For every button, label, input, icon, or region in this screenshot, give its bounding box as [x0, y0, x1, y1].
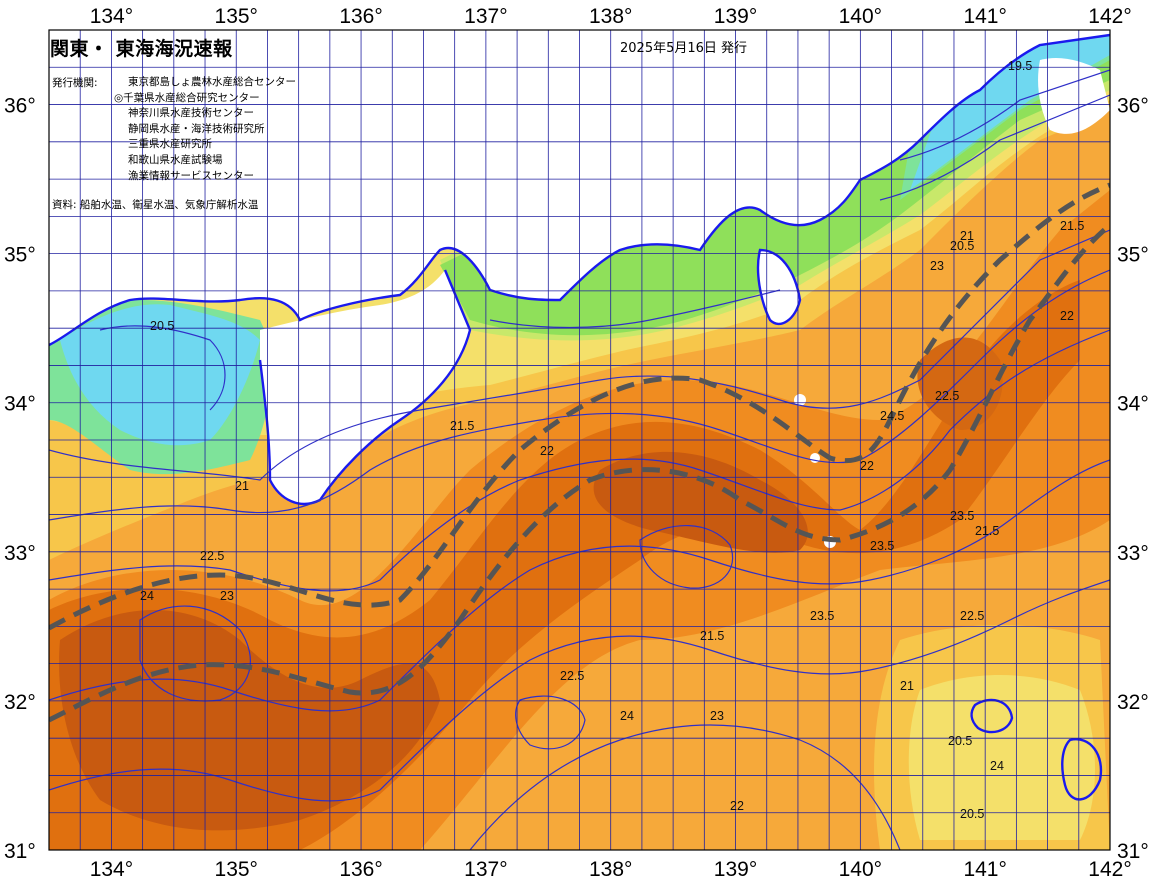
longitude-label: 139°: [714, 5, 757, 28]
isotherm-value-label: 23.5: [950, 509, 974, 523]
isotherm-value-label: 20.5: [150, 319, 174, 333]
longitude-label: 137°: [464, 858, 507, 881]
isotherm-value-label: 20.5: [960, 807, 984, 821]
coastline-izu: [756, 248, 802, 326]
latitude-label: 32°: [1117, 691, 1149, 714]
isotherm-value-label: 19.5: [1008, 59, 1032, 73]
land-boso: [1038, 58, 1110, 134]
longitude-label: 140°: [839, 858, 882, 881]
agency-item: 神奈川県水産技術センター: [128, 107, 254, 120]
longitude-label: 135°: [215, 5, 258, 28]
agency-item: 漁業情報サービスセンター: [128, 169, 254, 182]
isotherm-value-label: 22: [540, 444, 554, 458]
coastline: [49, 33, 1110, 347]
latitude-label: 35°: [4, 244, 36, 267]
longitude-label: 141°: [963, 858, 1006, 881]
isotherm-value-label: 23.5: [810, 609, 834, 623]
lat-lon-grid: [49, 30, 1110, 850]
agency-item: 三重県水産研究所: [128, 138, 212, 151]
agency-label: 発行機関:: [52, 77, 98, 89]
latitude-labels-left: 36° 35° 34° 33° 32° 31°: [4, 95, 36, 863]
longitude-labels-top: 134° 135° 136° 137° 138° 139° 140° 141° 142°: [90, 5, 1132, 28]
isotherm-value-label: 23: [220, 589, 234, 603]
isotherm-value-label: 21: [900, 679, 914, 693]
agency-item: 東京都島しょ農林水産総合センター: [128, 76, 296, 88]
isotherm-value-label: 24: [620, 709, 634, 723]
longitude-label: 138°: [589, 5, 632, 28]
longitude-labels-bottom: 134° 135° 136° 137° 138° 139° 140° 141° 142°: [90, 858, 1132, 881]
latitude-labels-right: 36° 35° 34° 33° 32° 31°: [1117, 95, 1149, 863]
isotherm-value-label: 21: [235, 479, 249, 493]
longitude-label: 138°: [589, 858, 632, 881]
latitude-label: 33°: [1117, 542, 1149, 565]
isotherm-value-label: 22.5: [960, 609, 984, 623]
isotherm-value-label: 22.5: [935, 389, 959, 403]
latitude-label: 31°: [1117, 840, 1149, 863]
longitude-label: 135°: [215, 858, 258, 881]
isotherm-value-label: 22.5: [560, 669, 584, 683]
isotherm-value-labels: 19.520.52121.52222.52323.52424.52121.522…: [140, 59, 1084, 821]
agency-item: 和歌山県水産試験場: [128, 153, 223, 166]
map-title: 関東・ 東海海況速報: [50, 38, 233, 60]
longitude-label: 141°: [963, 5, 1006, 28]
latitude-label: 36°: [1117, 95, 1149, 118]
longitude-label: 134°: [90, 858, 133, 881]
isotherm-value-label: 21.5: [1060, 219, 1084, 233]
coastline-kii: [258, 269, 472, 506]
agency-item: 静岡県水産・海洋技術研究所: [128, 122, 265, 135]
isotherm-value-label: 23: [930, 259, 944, 273]
latitude-label: 33°: [4, 542, 36, 565]
longitude-label: 140°: [839, 5, 882, 28]
longitude-label: 142°: [1088, 858, 1131, 881]
issue-date: 2025年5月16日 発行: [620, 41, 748, 56]
east-cool-lens-inner: [908, 675, 1095, 840]
isotherm-value-label: 21: [960, 229, 974, 243]
isotherm-value-label: 21.5: [975, 524, 999, 538]
isotherm-value-label: 22.5: [200, 549, 224, 563]
map-frame: [48, 29, 1111, 851]
latitude-label: 32°: [4, 691, 36, 714]
kuroshio-axis-north: [49, 182, 1110, 631]
isotherm-value-label: 22: [730, 799, 744, 813]
latitude-label: 34°: [1117, 393, 1149, 416]
longitude-label: 142°: [1088, 5, 1131, 28]
kuroshio-axis-south: [49, 223, 1110, 723]
isotherm-value-label: 21.5: [700, 629, 724, 643]
latitude-label: 31°: [4, 840, 36, 863]
cold-eddy-east: [1061, 738, 1103, 801]
isotherm-value-label: 21.5: [450, 419, 474, 433]
isotherm-value-label: 23.5: [870, 539, 894, 553]
isotherm-value-label: 20.5: [950, 239, 974, 253]
latitude-label: 36°: [4, 95, 36, 118]
data-source: 資料: 船舶水温、衛星水温、気象庁解析水温: [52, 199, 259, 211]
isotherm-value-label: 22: [860, 459, 874, 473]
longitude-label: 139°: [714, 858, 757, 881]
longitude-label: 134°: [90, 5, 133, 28]
longitude-label: 136°: [339, 858, 382, 881]
land-izu: [758, 250, 800, 324]
longitude-label: 136°: [339, 5, 382, 28]
agency-list: 東京都島しょ農林水産総合センター ◎千葉県水産総合研究センター 神奈川県水産技術…: [114, 75, 296, 184]
agency-item: ◎千葉県水産総合研究センター: [114, 91, 260, 104]
isotherm-value-label: 24.5: [880, 409, 904, 423]
longitude-label: 137°: [464, 5, 507, 28]
latitude-label: 35°: [1117, 244, 1149, 267]
isotherm-value-label: 20.5: [948, 734, 972, 748]
isotherm-value-label: 22: [1060, 309, 1074, 323]
latitude-label: 34°: [4, 393, 36, 416]
isotherm-value-label: 23: [710, 709, 724, 723]
isotherm-value-label: 24: [140, 589, 154, 603]
isotherm-value-label: 24: [990, 759, 1004, 773]
